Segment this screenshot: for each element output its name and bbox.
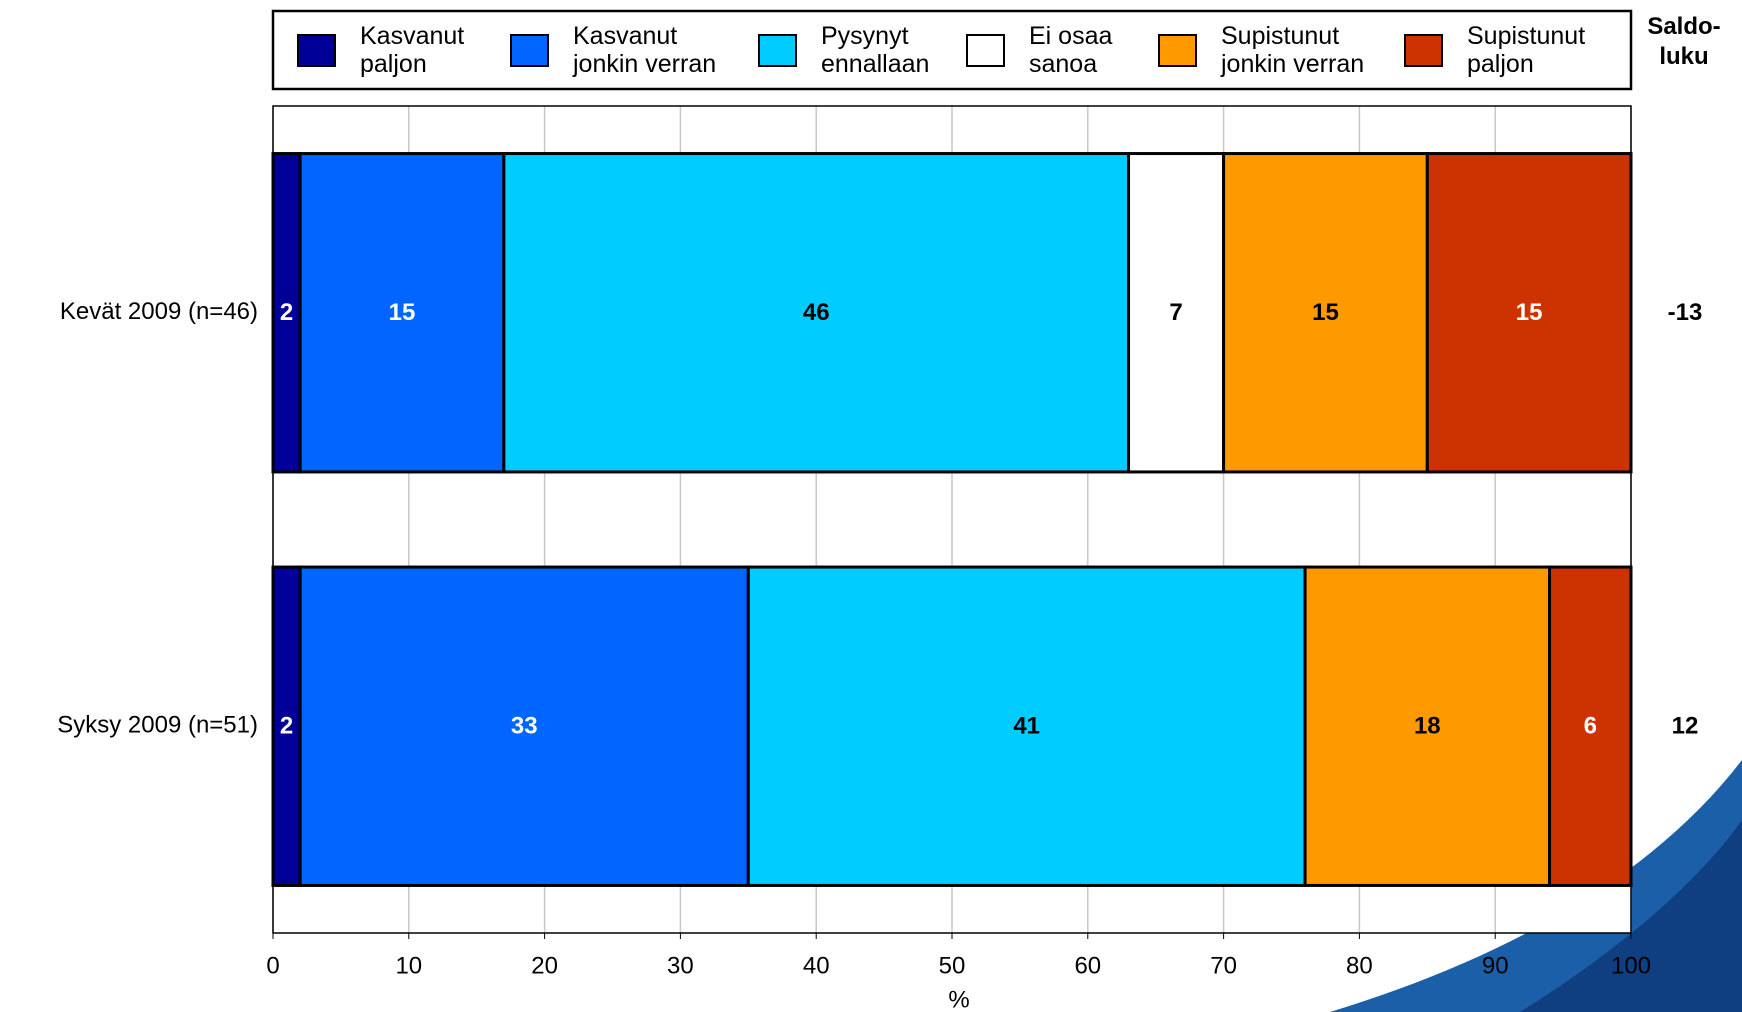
y-tick-label: Syksy 2009 (n=51)	[57, 712, 258, 739]
data-label: 41	[1013, 713, 1040, 740]
data-label: 15	[1516, 299, 1543, 326]
data-label: 18	[1414, 713, 1441, 740]
bar-segment	[1425, 152, 1633, 474]
side-column-title: Saldo-luku	[1647, 13, 1721, 70]
x-axis-title: %	[948, 986, 969, 1012]
x-tick-label: 20	[531, 952, 558, 979]
legend-label: Kasvanut jonkin verran	[573, 22, 717, 78]
legend-swatch	[1158, 34, 1197, 67]
data-label: 2	[280, 299, 293, 326]
data-label: 2	[280, 713, 293, 740]
bar-segment	[271, 565, 302, 887]
x-tick-label: 70	[1210, 952, 1237, 979]
legend-swatch	[758, 34, 797, 67]
x-tick-label: 0	[266, 952, 279, 979]
x-tick-label: 50	[939, 952, 966, 979]
x-tick-label: 30	[667, 952, 694, 979]
legend-label: Supistunut jonkin verran	[1221, 22, 1365, 78]
data-label: 15	[389, 299, 416, 326]
side-column-value: 12	[1672, 713, 1699, 740]
bar-segment	[502, 152, 1131, 474]
data-label: 7	[1169, 299, 1182, 326]
bar-segment	[298, 565, 750, 887]
legend-swatch	[966, 34, 1005, 67]
bar-segment	[298, 152, 506, 474]
bar-segment	[746, 565, 1307, 887]
bar-segment	[1127, 152, 1226, 474]
data-label: 46	[803, 299, 830, 326]
legend-swatch	[510, 34, 549, 67]
legend-swatch	[297, 34, 336, 67]
data-label: 15	[1312, 299, 1339, 326]
bar-segment	[271, 152, 302, 474]
legend-label: Kasvanut paljon	[360, 22, 465, 78]
legend-label: Supistunut paljon	[1467, 22, 1586, 78]
x-tick-label: 100	[1611, 952, 1651, 979]
x-tick-label: 40	[803, 952, 830, 979]
x-tick-label: 80	[1346, 952, 1373, 979]
data-label: 33	[511, 713, 538, 740]
y-tick-label: Kevät 2009 (n=46)	[60, 298, 258, 325]
bar-segment	[1303, 565, 1552, 887]
bar-segment	[1222, 152, 1429, 474]
data-label: 6	[1584, 713, 1597, 740]
x-tick-label: 60	[1074, 952, 1101, 979]
legend-label: Pysynyt ennallaan	[821, 22, 930, 78]
legend-swatch	[1404, 34, 1443, 67]
x-tick-label: 10	[395, 952, 422, 979]
decoration	[1520, 820, 1742, 1012]
side-column-value: -13	[1668, 299, 1703, 326]
legend-label: Ei osaa sanoa	[1029, 22, 1113, 78]
x-tick-label: 90	[1482, 952, 1509, 979]
bar-segment	[1548, 565, 1633, 887]
